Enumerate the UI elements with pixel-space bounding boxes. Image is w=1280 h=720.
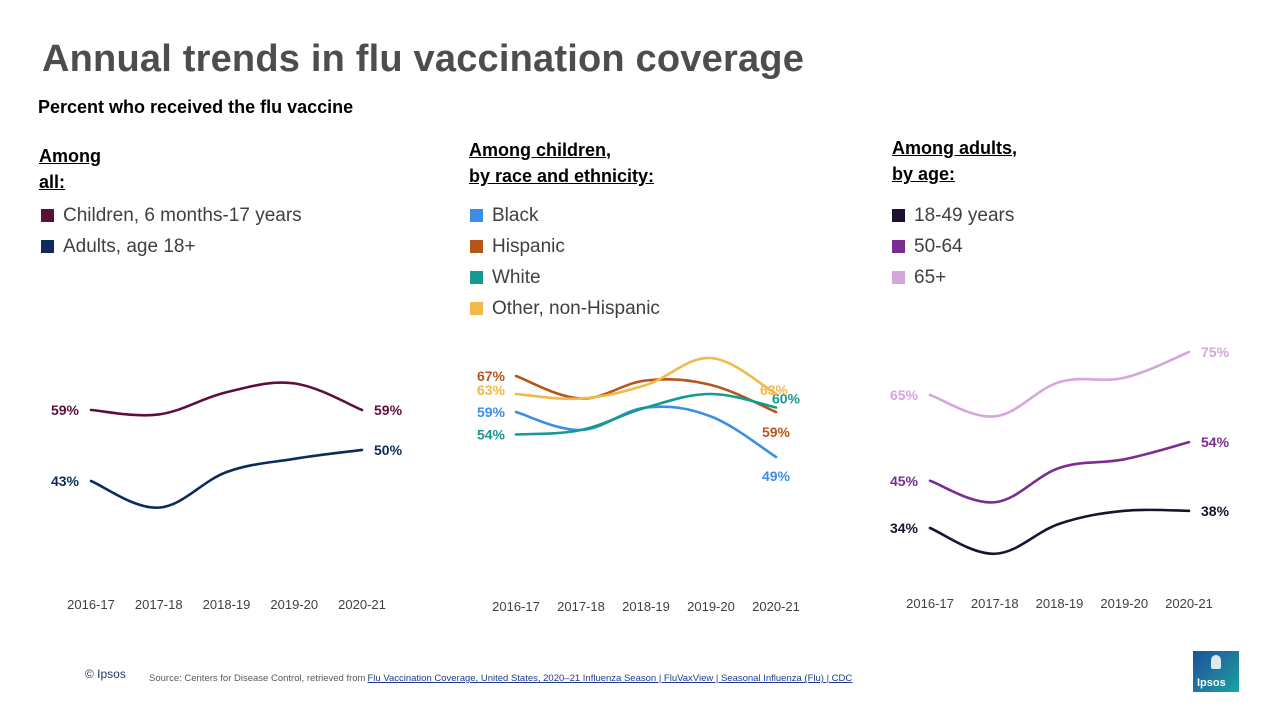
data-label-end: 75%	[1201, 344, 1230, 360]
data-label-start: 67%	[477, 368, 506, 384]
legend-label: Adults, age 18+	[63, 235, 196, 257]
x-tick-label: 2016-17	[906, 596, 954, 611]
data-label-start: 34%	[890, 520, 919, 536]
data-label-start: 43%	[51, 473, 80, 489]
x-tick-label: 2019-20	[270, 597, 318, 612]
panel-heading-line: all:	[39, 172, 66, 192]
series-line	[928, 350, 1191, 418]
source-prefix: Source: Centers for Disease Control, ret…	[149, 673, 366, 684]
panel-heading-line: Among children,	[469, 140, 612, 160]
legend-label: 65+	[914, 266, 947, 288]
copyright: © Ipsos	[85, 667, 126, 681]
ipsos-logo: Ipsos	[1193, 651, 1239, 692]
legend-label: 50-64	[914, 235, 963, 257]
data-label-end: 38%	[1201, 503, 1230, 519]
data-label-end: 59%	[374, 402, 403, 418]
legend-swatch	[892, 209, 905, 222]
x-tick-label: 2018-19	[203, 597, 251, 612]
data-label-start: 45%	[890, 473, 919, 489]
x-tick-label: 2020-21	[1165, 596, 1213, 611]
x-tick-label: 2018-19	[622, 599, 670, 614]
legend-item: 18-49 years	[892, 200, 1014, 231]
legend-item: 50-64	[892, 231, 1014, 262]
panel-heading-children: Among children, by race and ethnicity:	[469, 137, 654, 189]
x-tick-label: 2020-21	[752, 599, 800, 614]
x-tick-label: 2017-18	[971, 596, 1019, 611]
x-tick-label: 2017-18	[135, 597, 183, 612]
data-label-end: 50%	[374, 442, 403, 458]
panel-heading-line: by age:	[892, 164, 956, 184]
x-tick-label: 2016-17	[492, 599, 540, 614]
data-label-end: 60%	[772, 391, 801, 407]
series-line	[928, 508, 1191, 556]
legend-item: 65+	[892, 262, 1014, 293]
data-label-start: 65%	[890, 387, 919, 403]
panel-heading-line: Among	[39, 146, 101, 166]
x-tick-label: 2020-21	[338, 597, 386, 612]
series-line	[514, 392, 778, 436]
logo-text: Ipsos	[1197, 677, 1226, 689]
panel-heading-all: Among all:	[39, 143, 101, 195]
legend-swatch	[41, 209, 54, 222]
page-title: Annual trends in flu vaccination coverag…	[42, 38, 805, 80]
legend-swatch	[470, 240, 483, 253]
legend-swatch	[470, 302, 483, 315]
data-label-start: 59%	[51, 402, 80, 418]
logo-mark-icon	[1211, 655, 1221, 669]
legend-swatch	[470, 209, 483, 222]
panel-heading-adults: Among adults, by age:	[892, 135, 1017, 187]
legend-label: Black	[492, 204, 539, 226]
data-label-start: 63%	[477, 382, 506, 398]
legend-swatch	[892, 240, 905, 253]
data-label-end: 54%	[1201, 434, 1230, 450]
x-tick-label: 2019-20	[687, 599, 735, 614]
data-label-start: 59%	[477, 404, 506, 420]
x-tick-label: 2019-20	[1100, 596, 1148, 611]
panel-heading-line: by race and ethnicity:	[469, 166, 655, 186]
legend-label: Other, non-Hispanic	[492, 297, 660, 319]
legend-item: White	[470, 262, 660, 293]
legend-adults: 18-49 years 50-64 65+	[892, 200, 1014, 293]
data-label-end: 49%	[762, 468, 791, 484]
legend-item: Hispanic	[470, 231, 660, 262]
legend-item: Black	[470, 200, 660, 231]
series-line	[514, 356, 778, 401]
legend-label: Children, 6 months-17 years	[63, 204, 302, 226]
legend-swatch	[892, 271, 905, 284]
source-link[interactable]: Flu Vaccination Coverage, United States,…	[367, 673, 853, 684]
series-line	[928, 440, 1191, 504]
data-label-end: 59%	[762, 424, 791, 440]
data-label-end: 63%	[760, 382, 789, 398]
legend-all: Children, 6 months-17 years Adults, age …	[41, 200, 302, 262]
data-label-start: 54%	[477, 427, 506, 443]
source-note: Source: Centers for Disease Control, ret…	[149, 673, 852, 684]
legend-swatch	[470, 271, 483, 284]
legend-label: Hispanic	[492, 235, 565, 257]
legend-children: Black Hispanic White Other, non-Hispanic	[470, 200, 660, 324]
legend-item: Children, 6 months-17 years	[41, 200, 302, 231]
series-line	[89, 381, 364, 417]
legend-label: White	[492, 266, 541, 288]
panel-heading-line: Among adults,	[892, 138, 1017, 158]
series-line	[89, 448, 364, 509]
x-tick-label: 2016-17	[67, 597, 115, 612]
page-subtitle: Percent who received the flu vaccine	[38, 97, 354, 117]
legend-swatch	[41, 240, 54, 253]
legend-item: Other, non-Hispanic	[470, 293, 660, 324]
legend-label: 18-49 years	[914, 204, 1015, 226]
x-tick-label: 2017-18	[557, 599, 605, 614]
series-line	[514, 374, 778, 414]
x-tick-label: 2018-19	[1036, 596, 1084, 611]
legend-item: Adults, age 18+	[41, 231, 302, 262]
